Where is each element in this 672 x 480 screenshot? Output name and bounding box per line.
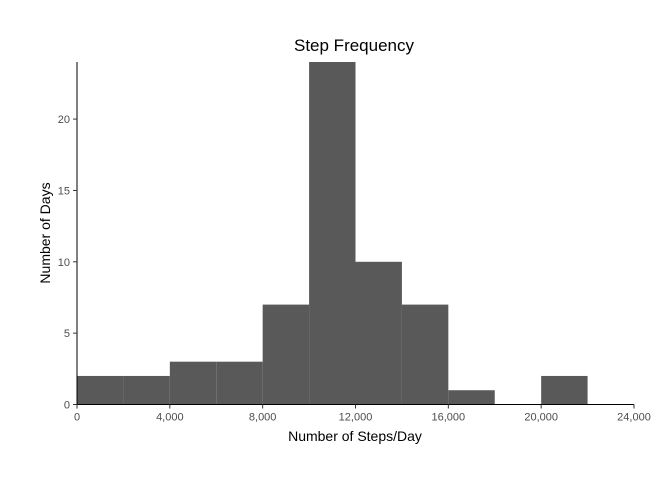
x-tick-label: 24,000 xyxy=(617,412,651,424)
histogram-bar xyxy=(355,261,402,405)
histogram-bar xyxy=(309,62,356,405)
chart-title: Step Frequency xyxy=(294,36,415,55)
histogram-bar xyxy=(448,390,495,405)
y-tick-label: 0 xyxy=(64,400,70,412)
histogram-bar xyxy=(169,361,217,405)
y-tick-label: 10 xyxy=(58,257,70,269)
histogram-bar xyxy=(123,375,170,405)
x-tick-label: 4,000 xyxy=(156,412,184,424)
histogram-bar xyxy=(216,361,263,405)
x-tick-label: 16,000 xyxy=(432,412,466,424)
bars-group xyxy=(77,62,588,405)
histogram-bar xyxy=(262,304,310,405)
x-axis-label: Number of Steps/Day xyxy=(288,428,422,444)
x-ticks-group: 0 4,000 8,000 12,000 16,000 20,000 24,000 xyxy=(74,404,651,424)
y-tick-label: 20 xyxy=(58,114,70,126)
y-tick-label: 5 xyxy=(64,328,70,340)
histogram-bar xyxy=(401,304,449,405)
x-tick-label: 0 xyxy=(74,412,80,424)
y-axis-label: Number of Days xyxy=(37,182,53,283)
y-ticks-group: 0 5 10 15 20 xyxy=(58,114,77,412)
histogram-bar xyxy=(541,375,588,405)
x-tick-label: 8,000 xyxy=(249,412,277,424)
histogram-bar xyxy=(77,375,124,405)
x-tick-label: 20,000 xyxy=(524,412,558,424)
y-tick-label: 15 xyxy=(58,185,70,197)
x-tick-label: 12,000 xyxy=(339,412,373,424)
